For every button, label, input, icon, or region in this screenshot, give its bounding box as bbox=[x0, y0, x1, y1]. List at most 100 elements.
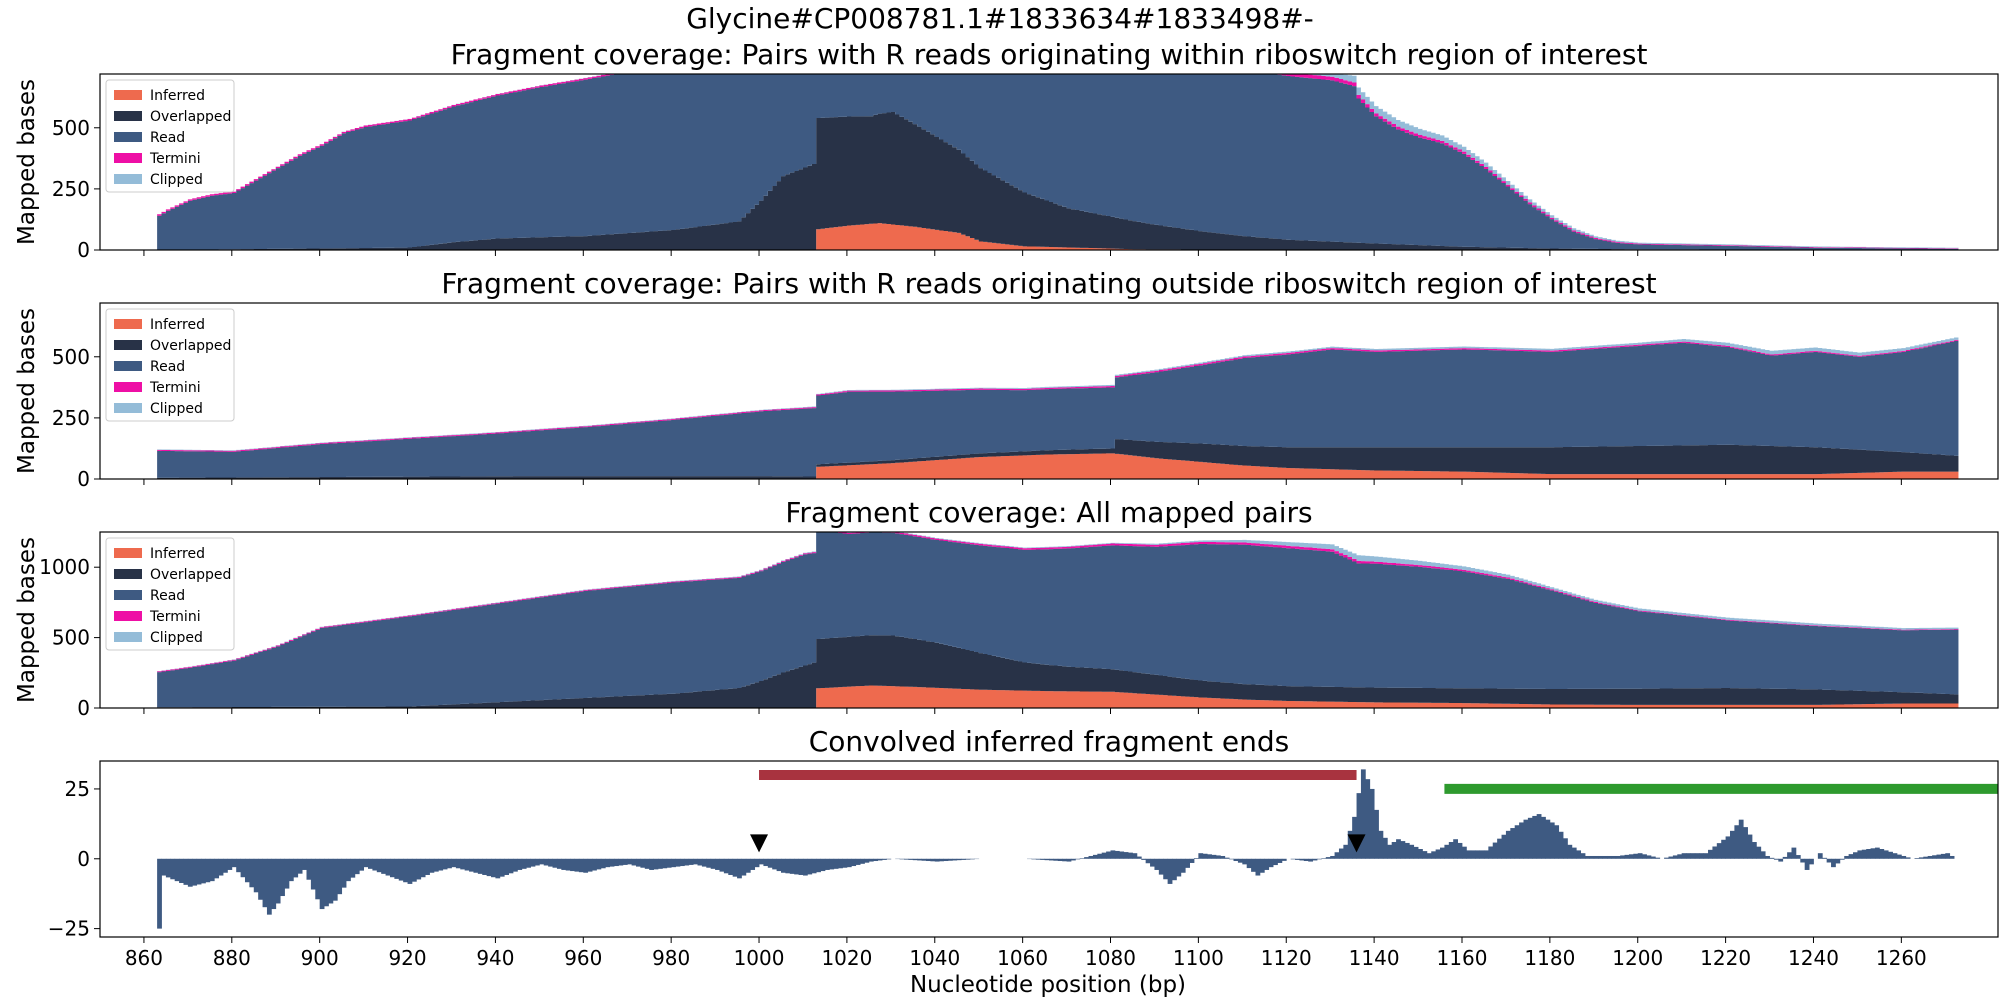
conv-bar bbox=[504, 858, 509, 875]
conv-bar bbox=[1756, 846, 1762, 859]
conv-bar bbox=[1053, 858, 1059, 861]
conv-bar bbox=[1866, 849, 1871, 859]
conv-bar bbox=[943, 858, 949, 862]
conv-bar bbox=[1870, 848, 1876, 859]
y-axis-label: Mapped bases bbox=[14, 308, 40, 474]
conv-bar bbox=[526, 858, 531, 868]
conv-bar bbox=[1400, 841, 1406, 859]
conv-bar bbox=[820, 858, 826, 872]
conv-bar bbox=[236, 858, 241, 873]
conv-bar bbox=[811, 858, 817, 874]
conv-bar bbox=[671, 858, 676, 868]
conv-bar bbox=[1338, 848, 1344, 859]
conv-bar bbox=[1374, 809, 1379, 859]
conv-bar bbox=[732, 858, 738, 877]
x-tick-label: 940 bbox=[476, 946, 514, 970]
conv-bar bbox=[1317, 858, 1322, 860]
conv-bar bbox=[495, 858, 501, 879]
conv-bar bbox=[675, 858, 681, 867]
conv-bar bbox=[750, 858, 756, 870]
conv-bar bbox=[627, 858, 633, 865]
marker-triangle bbox=[750, 834, 769, 853]
conv-bar bbox=[737, 858, 742, 879]
conv-bar bbox=[1523, 819, 1529, 859]
conv-bar bbox=[1686, 853, 1691, 859]
conv-bar bbox=[433, 858, 439, 872]
conv-bar bbox=[1923, 856, 1929, 859]
conv-bar bbox=[1255, 858, 1261, 876]
conv-bar bbox=[1237, 858, 1243, 863]
x-tick-label: 1100 bbox=[1173, 946, 1224, 970]
conv-bar bbox=[398, 858, 404, 881]
conv-bar bbox=[196, 858, 202, 885]
conv-bar bbox=[1101, 852, 1107, 859]
conv-bar bbox=[1150, 858, 1155, 867]
conv-bar bbox=[925, 858, 931, 862]
conv-bar bbox=[644, 858, 650, 869]
panel-3: Fragment coverage: All mapped pairs Infer… bbox=[14, 496, 1999, 720]
conv-bar bbox=[1312, 858, 1318, 861]
conv-bar bbox=[170, 858, 176, 880]
conv-bar bbox=[1703, 853, 1709, 859]
conv-bar bbox=[517, 858, 523, 870]
figure-suptitle: Glycine#CP008781.1#1833634#1833498#- bbox=[686, 2, 1314, 35]
conv-bar bbox=[464, 858, 470, 871]
conv-bar bbox=[1079, 858, 1085, 859]
legend-label-read: Read bbox=[150, 130, 185, 146]
conv-bar bbox=[1347, 830, 1353, 859]
conv-bar bbox=[548, 858, 553, 867]
conv-bar bbox=[1198, 853, 1204, 859]
conv-bar bbox=[499, 858, 505, 877]
x-axis-label: Nucleotide position (bp) bbox=[910, 972, 1186, 998]
conv-bar bbox=[1734, 825, 1740, 859]
x-tick-label: 980 bbox=[652, 946, 690, 970]
conv-bar bbox=[1716, 843, 1722, 859]
conv-bar bbox=[1690, 853, 1696, 859]
conv-bar bbox=[1822, 857, 1828, 859]
legend-label-clipped: Clipped bbox=[150, 172, 203, 188]
conv-bar bbox=[583, 858, 589, 873]
conv-bar bbox=[1163, 858, 1169, 880]
legend-swatch-read bbox=[114, 361, 142, 371]
x-tick-label: 1020 bbox=[821, 946, 872, 970]
conv-bar bbox=[1743, 827, 1748, 859]
y-tick-label: −25 bbox=[48, 917, 90, 941]
conv-bar bbox=[1251, 858, 1256, 872]
y-tick-label: 500 bbox=[52, 116, 90, 140]
conv-bar bbox=[1448, 842, 1454, 859]
conv-bar bbox=[240, 858, 246, 878]
legend-label-termini: Termini bbox=[149, 609, 201, 625]
conv-bar bbox=[359, 858, 365, 871]
conv-bar bbox=[1136, 856, 1142, 859]
conv-bar bbox=[1123, 852, 1129, 859]
conv-bar bbox=[614, 858, 619, 867]
conv-bar bbox=[1365, 779, 1371, 859]
conv-bar bbox=[574, 858, 580, 872]
conv-bar bbox=[1606, 855, 1612, 859]
conv-bar bbox=[1778, 858, 1784, 862]
conv-bar bbox=[1664, 857, 1669, 859]
conv-bar bbox=[802, 858, 808, 876]
plot-area bbox=[157, 532, 1959, 708]
conv-bar bbox=[1567, 844, 1573, 859]
conv-bar bbox=[249, 858, 255, 888]
conv-bar bbox=[1387, 844, 1393, 859]
conv-bar bbox=[429, 858, 435, 873]
conv-bar bbox=[403, 858, 408, 883]
conv-bar bbox=[332, 858, 338, 901]
conv-bar bbox=[165, 858, 171, 878]
conv-bar bbox=[1839, 858, 1845, 860]
conv-bar bbox=[1132, 853, 1138, 859]
conv-bar bbox=[1624, 854, 1630, 859]
conv-bar bbox=[381, 858, 386, 874]
legend-frame bbox=[105, 79, 235, 193]
conv-bar bbox=[921, 858, 927, 861]
conv-bar bbox=[592, 858, 597, 871]
conv-bar bbox=[1681, 853, 1687, 859]
x-tick-label: 1140 bbox=[1349, 946, 1400, 970]
panel-frame bbox=[99, 302, 1999, 480]
x-tick-label: 1260 bbox=[1876, 946, 1927, 970]
conv-bar bbox=[653, 858, 659, 870]
area-read bbox=[157, 532, 1959, 708]
conv-bar bbox=[346, 858, 351, 882]
